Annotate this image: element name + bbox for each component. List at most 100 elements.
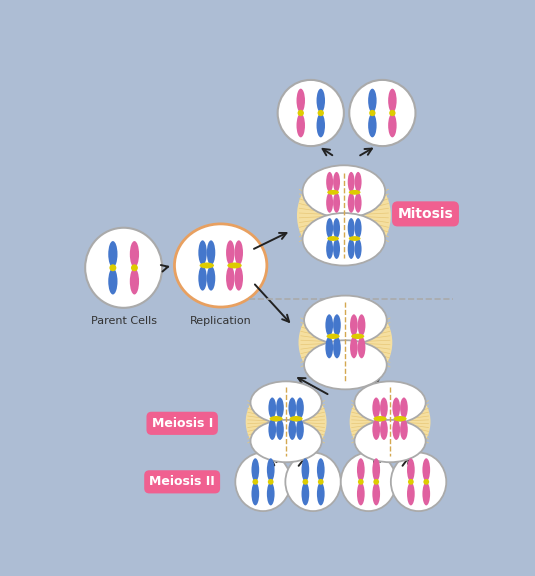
Ellipse shape (326, 334, 340, 339)
Ellipse shape (357, 482, 365, 505)
Ellipse shape (372, 397, 380, 418)
Ellipse shape (251, 458, 259, 482)
Ellipse shape (278, 80, 344, 146)
Ellipse shape (357, 458, 365, 482)
Ellipse shape (351, 334, 364, 339)
Ellipse shape (333, 239, 340, 259)
Ellipse shape (355, 420, 426, 462)
Ellipse shape (407, 458, 415, 482)
Ellipse shape (380, 419, 388, 440)
Text: Mitosis: Mitosis (398, 207, 453, 221)
Ellipse shape (348, 218, 355, 238)
Ellipse shape (408, 479, 414, 485)
Ellipse shape (297, 168, 391, 263)
Text: Meiosis I: Meiosis I (151, 417, 213, 430)
Ellipse shape (246, 383, 326, 460)
Ellipse shape (333, 218, 340, 238)
Ellipse shape (423, 479, 429, 485)
Ellipse shape (317, 89, 325, 112)
Ellipse shape (226, 240, 234, 265)
Ellipse shape (369, 110, 376, 116)
Ellipse shape (296, 397, 304, 418)
Ellipse shape (407, 482, 415, 505)
Ellipse shape (207, 266, 215, 291)
Ellipse shape (392, 419, 400, 440)
Ellipse shape (394, 416, 407, 422)
Ellipse shape (333, 314, 341, 336)
Ellipse shape (326, 193, 333, 213)
Ellipse shape (302, 479, 308, 485)
Text: Meiosis II: Meiosis II (149, 475, 215, 488)
Ellipse shape (226, 266, 234, 291)
Ellipse shape (130, 268, 139, 294)
Ellipse shape (355, 193, 362, 213)
Ellipse shape (108, 268, 118, 294)
Ellipse shape (276, 397, 284, 418)
Ellipse shape (234, 266, 243, 291)
Ellipse shape (358, 314, 365, 336)
Ellipse shape (198, 266, 207, 291)
Ellipse shape (174, 224, 267, 307)
Ellipse shape (317, 482, 325, 505)
Ellipse shape (235, 453, 291, 511)
Ellipse shape (325, 337, 333, 358)
Ellipse shape (296, 113, 305, 137)
Ellipse shape (198, 240, 207, 265)
Ellipse shape (372, 482, 380, 505)
Ellipse shape (400, 419, 408, 440)
Ellipse shape (368, 89, 377, 112)
Ellipse shape (317, 458, 325, 482)
Ellipse shape (85, 228, 162, 308)
Ellipse shape (130, 241, 139, 267)
Ellipse shape (349, 80, 416, 146)
Ellipse shape (350, 383, 431, 460)
Ellipse shape (327, 190, 339, 195)
Ellipse shape (391, 453, 446, 511)
Ellipse shape (372, 458, 380, 482)
Ellipse shape (423, 482, 430, 505)
Ellipse shape (270, 416, 282, 422)
Ellipse shape (355, 172, 362, 192)
Ellipse shape (267, 458, 274, 482)
Ellipse shape (299, 298, 392, 387)
Ellipse shape (110, 264, 116, 271)
Ellipse shape (389, 110, 395, 116)
Ellipse shape (302, 458, 309, 482)
Ellipse shape (296, 419, 304, 440)
Ellipse shape (250, 420, 322, 462)
Text: Replication: Replication (190, 316, 251, 325)
Ellipse shape (373, 479, 379, 485)
Ellipse shape (368, 113, 377, 137)
Ellipse shape (355, 218, 362, 238)
Ellipse shape (317, 113, 325, 137)
Ellipse shape (297, 110, 304, 116)
Ellipse shape (392, 397, 400, 418)
Ellipse shape (355, 239, 362, 259)
Ellipse shape (289, 416, 303, 422)
Ellipse shape (318, 479, 324, 485)
Ellipse shape (302, 482, 309, 505)
Ellipse shape (303, 213, 385, 266)
Ellipse shape (350, 337, 358, 358)
Ellipse shape (269, 397, 276, 418)
Ellipse shape (288, 397, 296, 418)
Ellipse shape (253, 479, 258, 485)
Ellipse shape (372, 419, 380, 440)
Ellipse shape (267, 482, 274, 505)
Ellipse shape (200, 263, 214, 268)
Ellipse shape (326, 172, 333, 192)
Ellipse shape (355, 381, 426, 424)
Ellipse shape (269, 419, 276, 440)
Ellipse shape (304, 295, 387, 344)
Ellipse shape (327, 236, 339, 241)
Ellipse shape (251, 482, 259, 505)
Ellipse shape (303, 165, 385, 218)
Ellipse shape (318, 110, 324, 116)
Ellipse shape (227, 263, 242, 268)
Ellipse shape (325, 314, 333, 336)
Ellipse shape (268, 479, 273, 485)
Ellipse shape (348, 172, 355, 192)
Ellipse shape (333, 337, 341, 358)
Ellipse shape (380, 397, 388, 418)
Ellipse shape (276, 419, 284, 440)
